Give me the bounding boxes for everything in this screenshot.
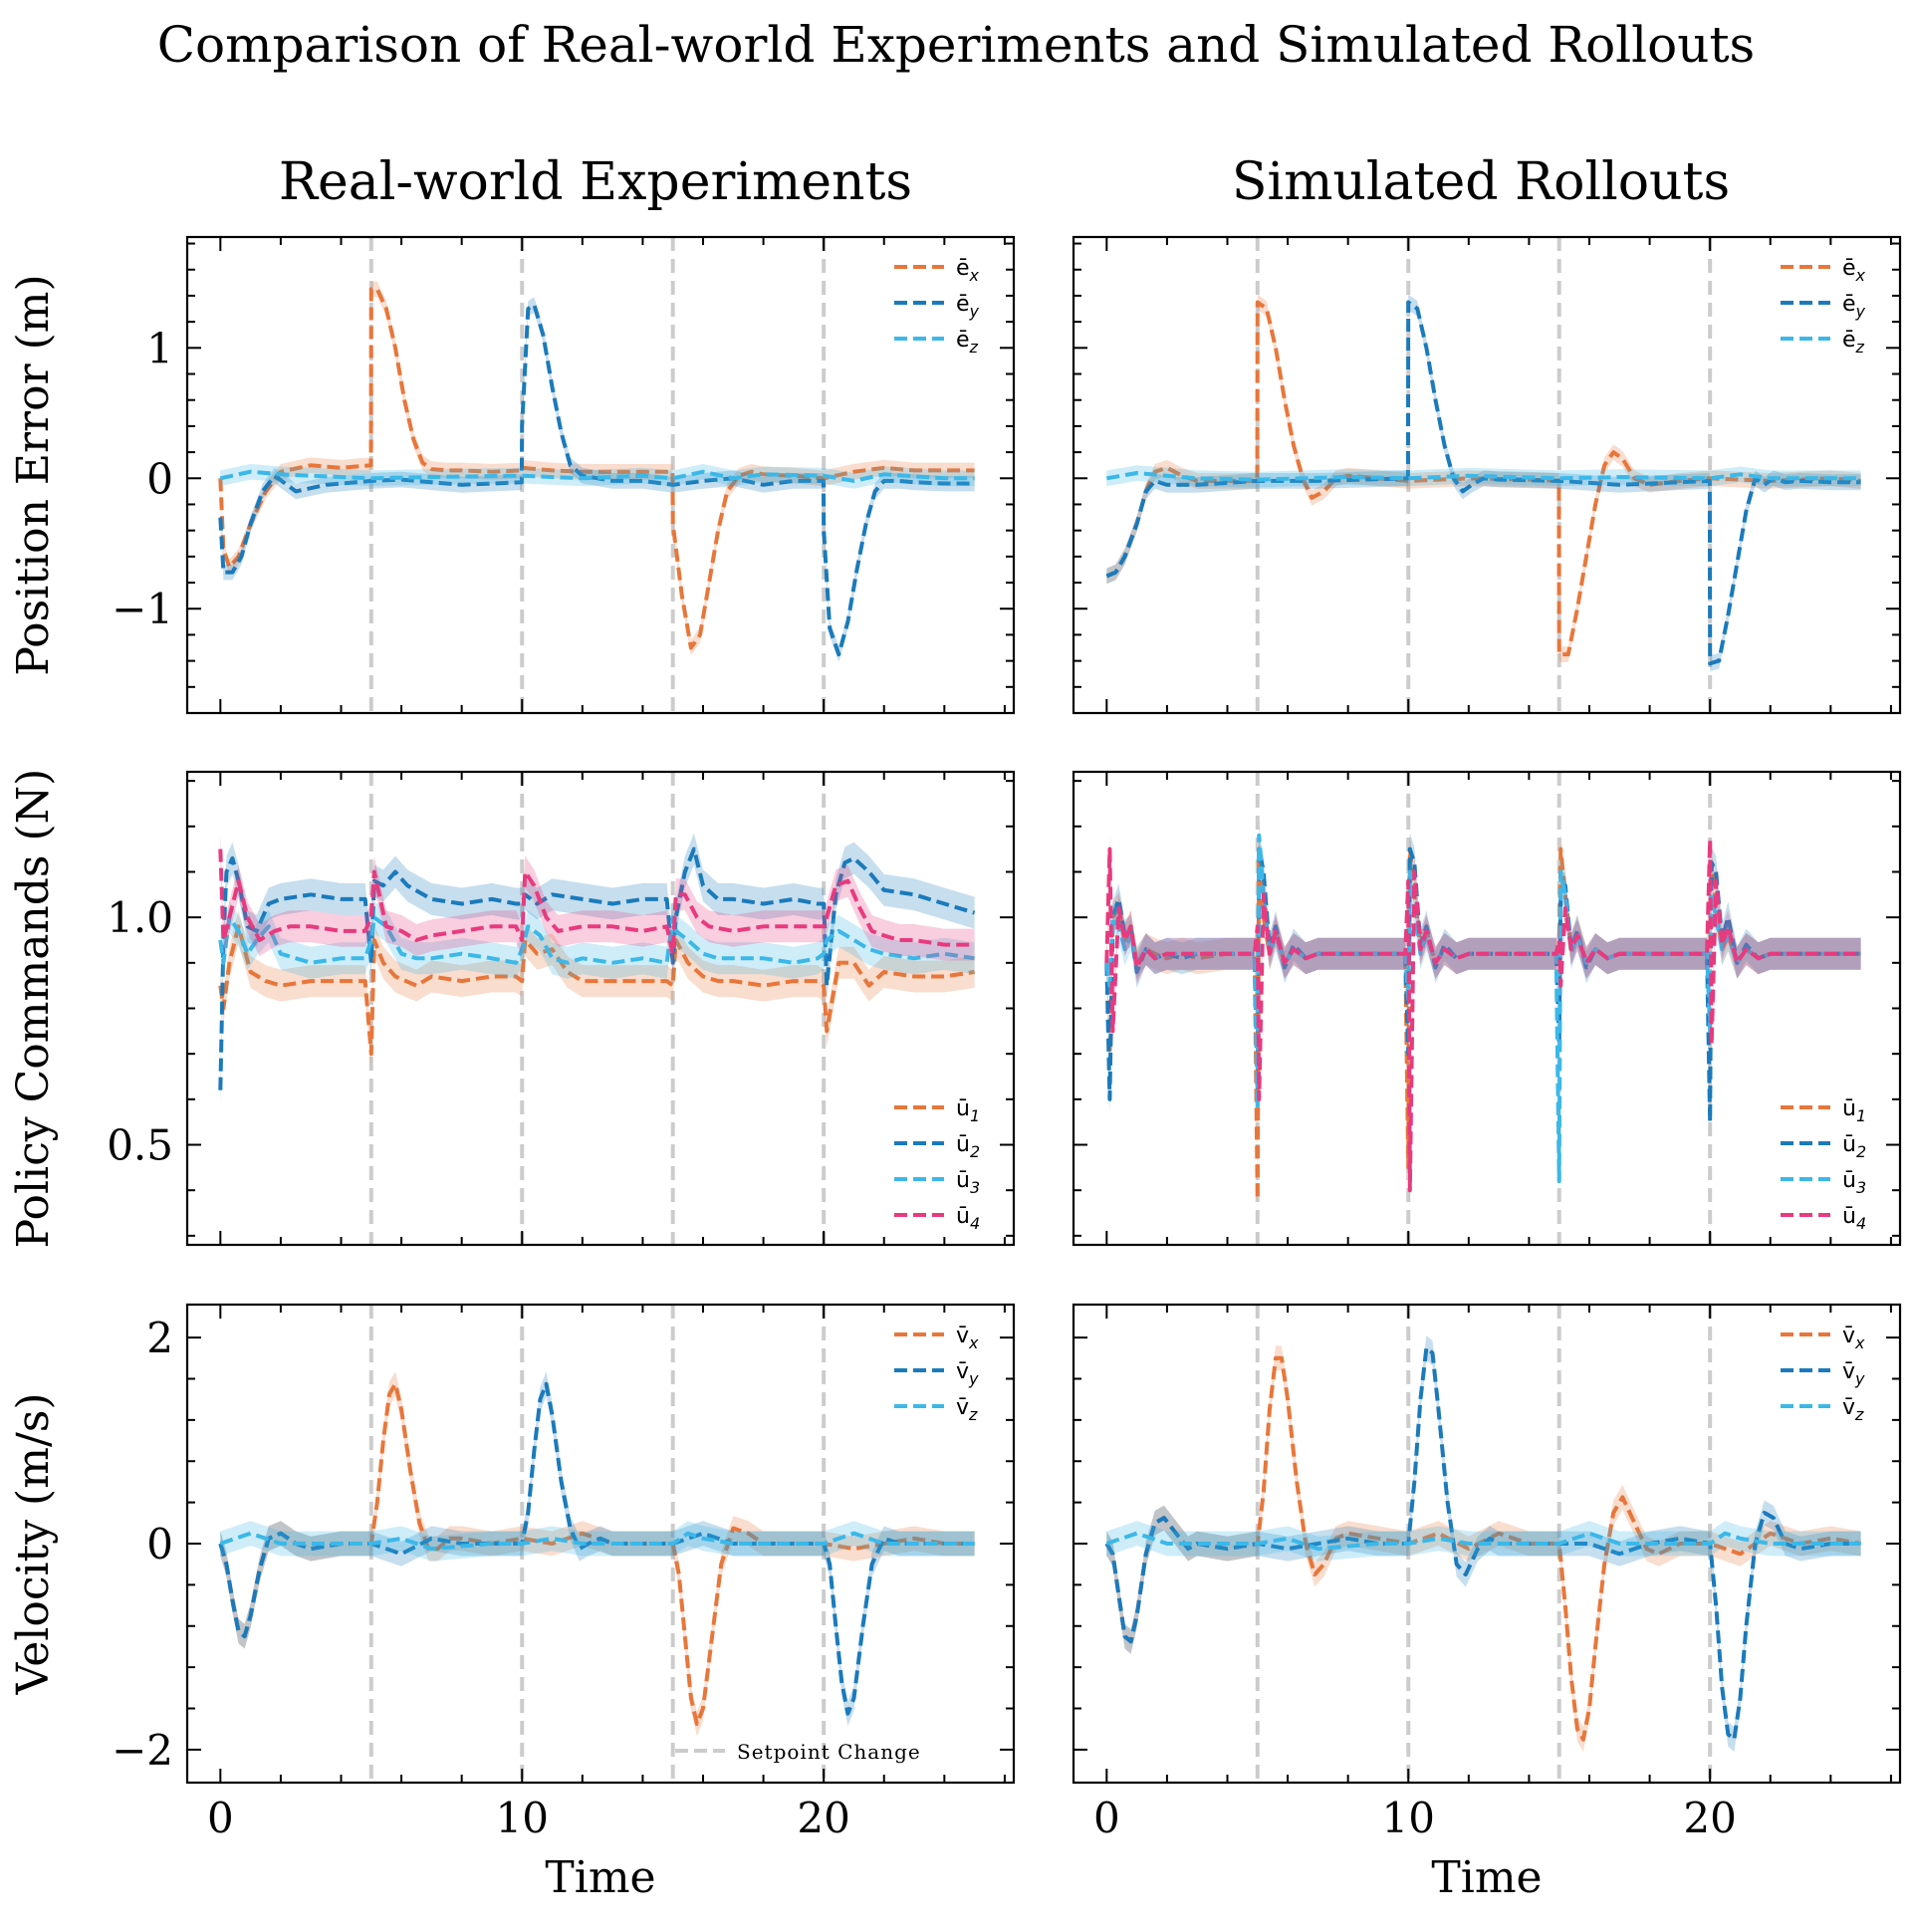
- legend-subscript: 4: [970, 1214, 980, 1233]
- series-band-x: [220, 281, 975, 656]
- x-tick-label: 0: [207, 1794, 234, 1842]
- x-axis-label: Time: [1431, 1852, 1542, 1903]
- legend-subscript: y: [968, 1369, 979, 1388]
- series-line-3: [218, 915, 975, 965]
- y-tick-label: 0.5: [107, 1121, 173, 1170]
- plot-area: [1104, 1335, 1861, 1752]
- plot-area: [1105, 294, 1861, 672]
- legend-subscript: z: [1855, 338, 1865, 357]
- series-line-y: [218, 303, 975, 657]
- series-band-z: [220, 463, 975, 489]
- legend-subscript: y: [1855, 302, 1866, 321]
- series-band-z: [1106, 465, 1861, 488]
- legend-subscript: z: [1854, 1405, 1864, 1424]
- series-line-4: [218, 848, 975, 956]
- series-line-y: [1104, 1345, 1861, 1742]
- legend-subscript: x: [968, 1333, 979, 1352]
- legend-subscript: 2: [970, 1142, 980, 1161]
- y-axis-label: Velocity (m/s): [8, 1392, 59, 1695]
- x-tick-label: 10: [496, 1794, 549, 1842]
- legend-subscript: 3: [970, 1178, 980, 1197]
- series-line-x: [1105, 300, 1861, 657]
- plot-area: [1104, 820, 1861, 1216]
- y-axis-label: Position Error (m): [8, 274, 59, 675]
- legend-subscript: x: [1854, 1333, 1865, 1352]
- plot-area: [218, 1371, 975, 1737]
- legend-subscript: 2: [1856, 1142, 1866, 1161]
- series-line-z: [1105, 1531, 1861, 1552]
- y-tick-label: 1.0: [107, 893, 173, 942]
- y-tick-label: 2: [146, 1314, 173, 1362]
- y-tick-label: 0: [146, 454, 173, 503]
- panel-frame: [1072, 235, 1902, 715]
- series-band-y: [1106, 294, 1861, 672]
- y-tick-label: 0: [146, 1520, 173, 1569]
- column-title-real: Real-world Experiments: [279, 152, 912, 212]
- legend-subscript: x: [1855, 266, 1866, 285]
- series-line-z: [1105, 471, 1861, 482]
- series-band-3: [220, 901, 975, 979]
- series-line-x: [1104, 1355, 1861, 1742]
- x-tick-label: 20: [1683, 1794, 1736, 1842]
- series-line-2: [218, 846, 976, 1090]
- series-band-x: [1106, 1345, 1861, 1752]
- plot-area: [218, 281, 975, 662]
- y-axis-label: Policy Commands (N): [8, 769, 59, 1249]
- legend-subscript: 1: [1856, 1106, 1866, 1125]
- x-tick-label: 0: [1093, 1794, 1120, 1842]
- y-tick-label: −1: [112, 585, 173, 633]
- series-line-4: [1104, 838, 1861, 1193]
- y-tick-label: −2: [112, 1726, 173, 1775]
- legend-label-setpoint: Setpoint Change: [737, 1740, 921, 1764]
- series-band-z: [1106, 1521, 1861, 1562]
- x-tick-label: 10: [1382, 1794, 1435, 1842]
- legend-subscript: 3: [1856, 1178, 1866, 1197]
- legend-label-4: ū4: [1842, 1204, 1866, 1233]
- series-band-y: [220, 1371, 975, 1727]
- legend-subscript: 1: [970, 1106, 980, 1125]
- plot-area: [218, 833, 976, 1106]
- x-axis-label: Time: [545, 1852, 655, 1903]
- legend-subscript: y: [1854, 1369, 1865, 1388]
- series-line-z: [219, 469, 975, 483]
- legend-label-3: ū3: [1842, 1168, 1866, 1197]
- series-line-z: [219, 1531, 975, 1552]
- legend-subscript: y: [969, 302, 980, 321]
- series-line-y: [218, 1381, 975, 1716]
- y-tick-label: 1: [146, 324, 173, 372]
- series-band-z: [220, 1521, 975, 1562]
- legend-subscript: x: [969, 266, 980, 285]
- series-line-x: [218, 287, 975, 650]
- legend-subscript: z: [969, 338, 979, 357]
- series-band-1: [220, 910, 975, 1071]
- series-line-y: [1105, 300, 1861, 666]
- x-tick-label: 20: [797, 1794, 849, 1842]
- panel-frame: [185, 235, 1016, 715]
- column-title-sim: Simulated Rollouts: [1232, 152, 1730, 212]
- figure-title: Comparison of Real-world Experiments and…: [157, 16, 1755, 74]
- legend-subscript: z: [968, 1405, 978, 1424]
- legend-subscript: 4: [1856, 1214, 1866, 1233]
